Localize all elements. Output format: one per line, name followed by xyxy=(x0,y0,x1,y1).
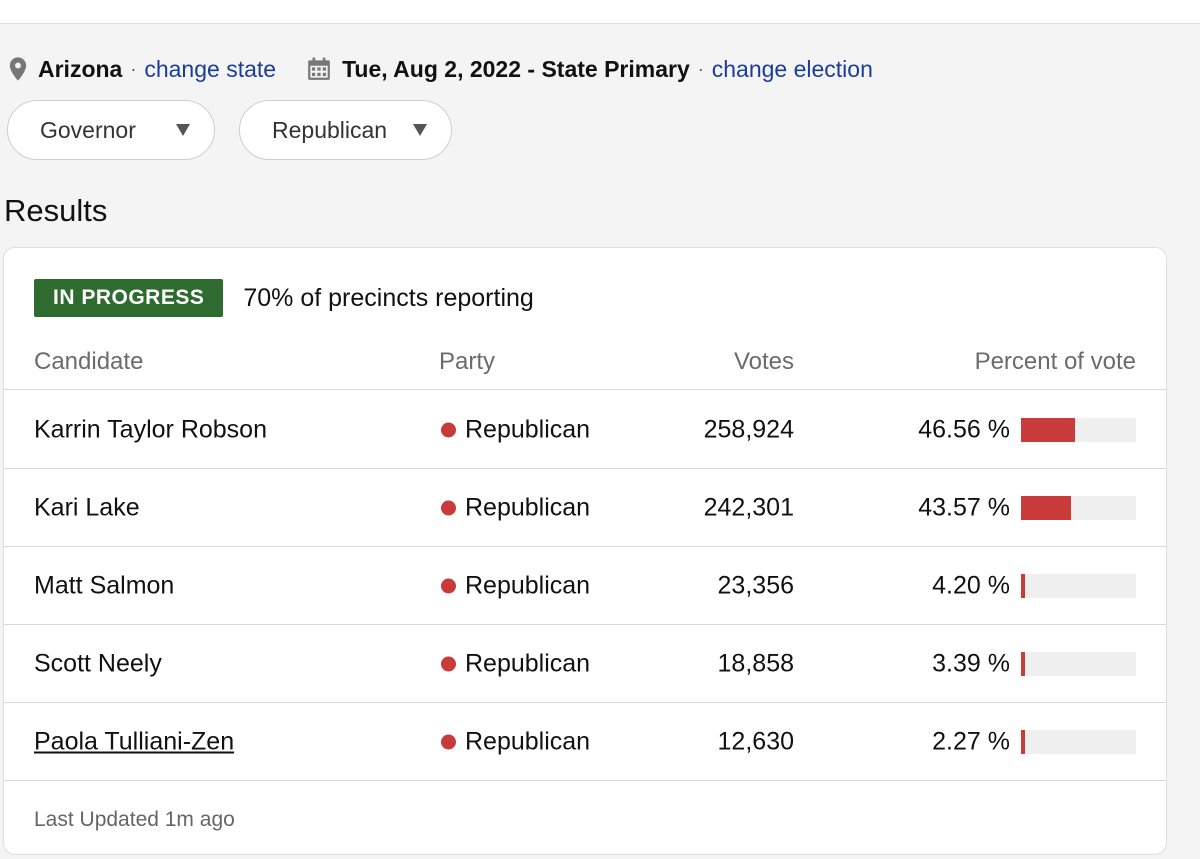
party-cell: Republican xyxy=(439,727,590,756)
party-dot-icon xyxy=(441,578,456,593)
table-row: Karrin Taylor Robson Republican 258,924 … xyxy=(4,391,1166,469)
party-dropdown-value: Republican xyxy=(272,116,388,143)
candidate-name: Scott Neely xyxy=(34,649,162,677)
party-cell: Republican xyxy=(439,415,590,444)
change-election-link[interactable]: change election xyxy=(711,55,873,82)
top-bar xyxy=(0,0,1200,24)
table-row: Matt Salmon Republican 23,356 4.20 % xyxy=(4,547,1166,625)
calendar-icon xyxy=(308,57,330,80)
candidate-name: Karrin Taylor Robson xyxy=(34,415,267,443)
percent-bar xyxy=(1021,729,1136,754)
last-updated: Last Updated 1m ago xyxy=(34,808,235,831)
office-dropdown[interactable]: Governor xyxy=(7,100,215,160)
status-badge: IN PROGRESS xyxy=(34,279,224,317)
results-card: IN PROGRESS 70% of precincts reporting C… xyxy=(3,247,1167,855)
percent-bar xyxy=(1021,651,1136,676)
vote-percent: 2.27 % xyxy=(932,727,1010,755)
percent-bar-fill xyxy=(1021,573,1025,598)
party-dropdown[interactable]: Republican xyxy=(239,100,452,160)
table-row: Paola Tulliani-Zen Republican 12,630 2.2… xyxy=(4,703,1166,781)
party-dot-icon xyxy=(441,656,456,671)
percent-bar xyxy=(1021,417,1136,442)
caret-down-icon xyxy=(413,124,427,136)
vote-percent: 3.39 % xyxy=(932,649,1010,677)
state-name: Arizona xyxy=(38,55,123,82)
percent-bar-fill xyxy=(1021,417,1075,442)
results-title: Results xyxy=(4,193,108,228)
candidate-name-link[interactable]: Paola Tulliani-Zen xyxy=(34,727,235,755)
party-dot-icon xyxy=(441,422,456,437)
status-row: IN PROGRESS 70% of precincts reporting xyxy=(34,279,534,317)
separator: · xyxy=(697,58,704,79)
vote-count: 12,630 xyxy=(717,727,794,755)
vote-percent: 43.57 % xyxy=(918,493,1010,521)
table-header: Candidate Party Votes Percent of vote xyxy=(4,344,1166,390)
party-cell: Republican xyxy=(439,493,590,522)
vote-count: 258,924 xyxy=(703,415,794,443)
party-cell: Republican xyxy=(439,649,590,678)
election-name: Tue, Aug 2, 2022 - State Primary xyxy=(342,55,690,82)
column-header-candidate: Candidate xyxy=(34,348,144,375)
filter-dropdowns: Governor Republican xyxy=(7,100,452,160)
column-header-party: Party xyxy=(439,348,496,375)
vote-count: 242,301 xyxy=(703,493,794,521)
percent-bar-fill xyxy=(1021,651,1025,676)
table-row: Kari Lake Republican 242,301 43.57 % xyxy=(4,469,1166,547)
caret-down-icon xyxy=(176,124,190,136)
party-label: Republican xyxy=(465,727,591,755)
candidate-name: Matt Salmon xyxy=(34,571,175,599)
location-pin-icon xyxy=(9,57,27,81)
percent-bar xyxy=(1021,573,1136,598)
location-row: Arizona · change state Tue, Aug 2, 2022 … xyxy=(0,50,873,88)
reporting-text: 70% of precincts reporting xyxy=(243,283,534,312)
vote-count: 18,858 xyxy=(717,649,794,677)
column-header-percent: Percent of vote xyxy=(974,348,1136,375)
party-label: Republican xyxy=(465,571,591,599)
vote-count: 23,356 xyxy=(717,571,794,599)
vote-percent: 4.20 % xyxy=(932,571,1010,599)
party-label: Republican xyxy=(465,649,591,677)
separator: · xyxy=(130,58,137,79)
party-dot-icon xyxy=(441,734,456,749)
vote-percent: 46.56 % xyxy=(918,415,1010,443)
party-cell: Republican xyxy=(439,571,590,600)
table-row: Scott Neely Republican 18,858 3.39 % xyxy=(4,625,1166,703)
percent-bar-fill xyxy=(1021,729,1025,754)
office-dropdown-value: Governor xyxy=(40,116,136,143)
percent-bar xyxy=(1021,495,1136,520)
party-dot-icon xyxy=(441,500,456,515)
candidate-name: Kari Lake xyxy=(34,493,140,521)
column-header-votes: Votes xyxy=(733,348,794,375)
party-label: Republican xyxy=(465,493,591,521)
percent-bar-fill xyxy=(1021,495,1072,520)
party-label: Republican xyxy=(465,415,591,443)
change-state-link[interactable]: change state xyxy=(144,55,277,82)
